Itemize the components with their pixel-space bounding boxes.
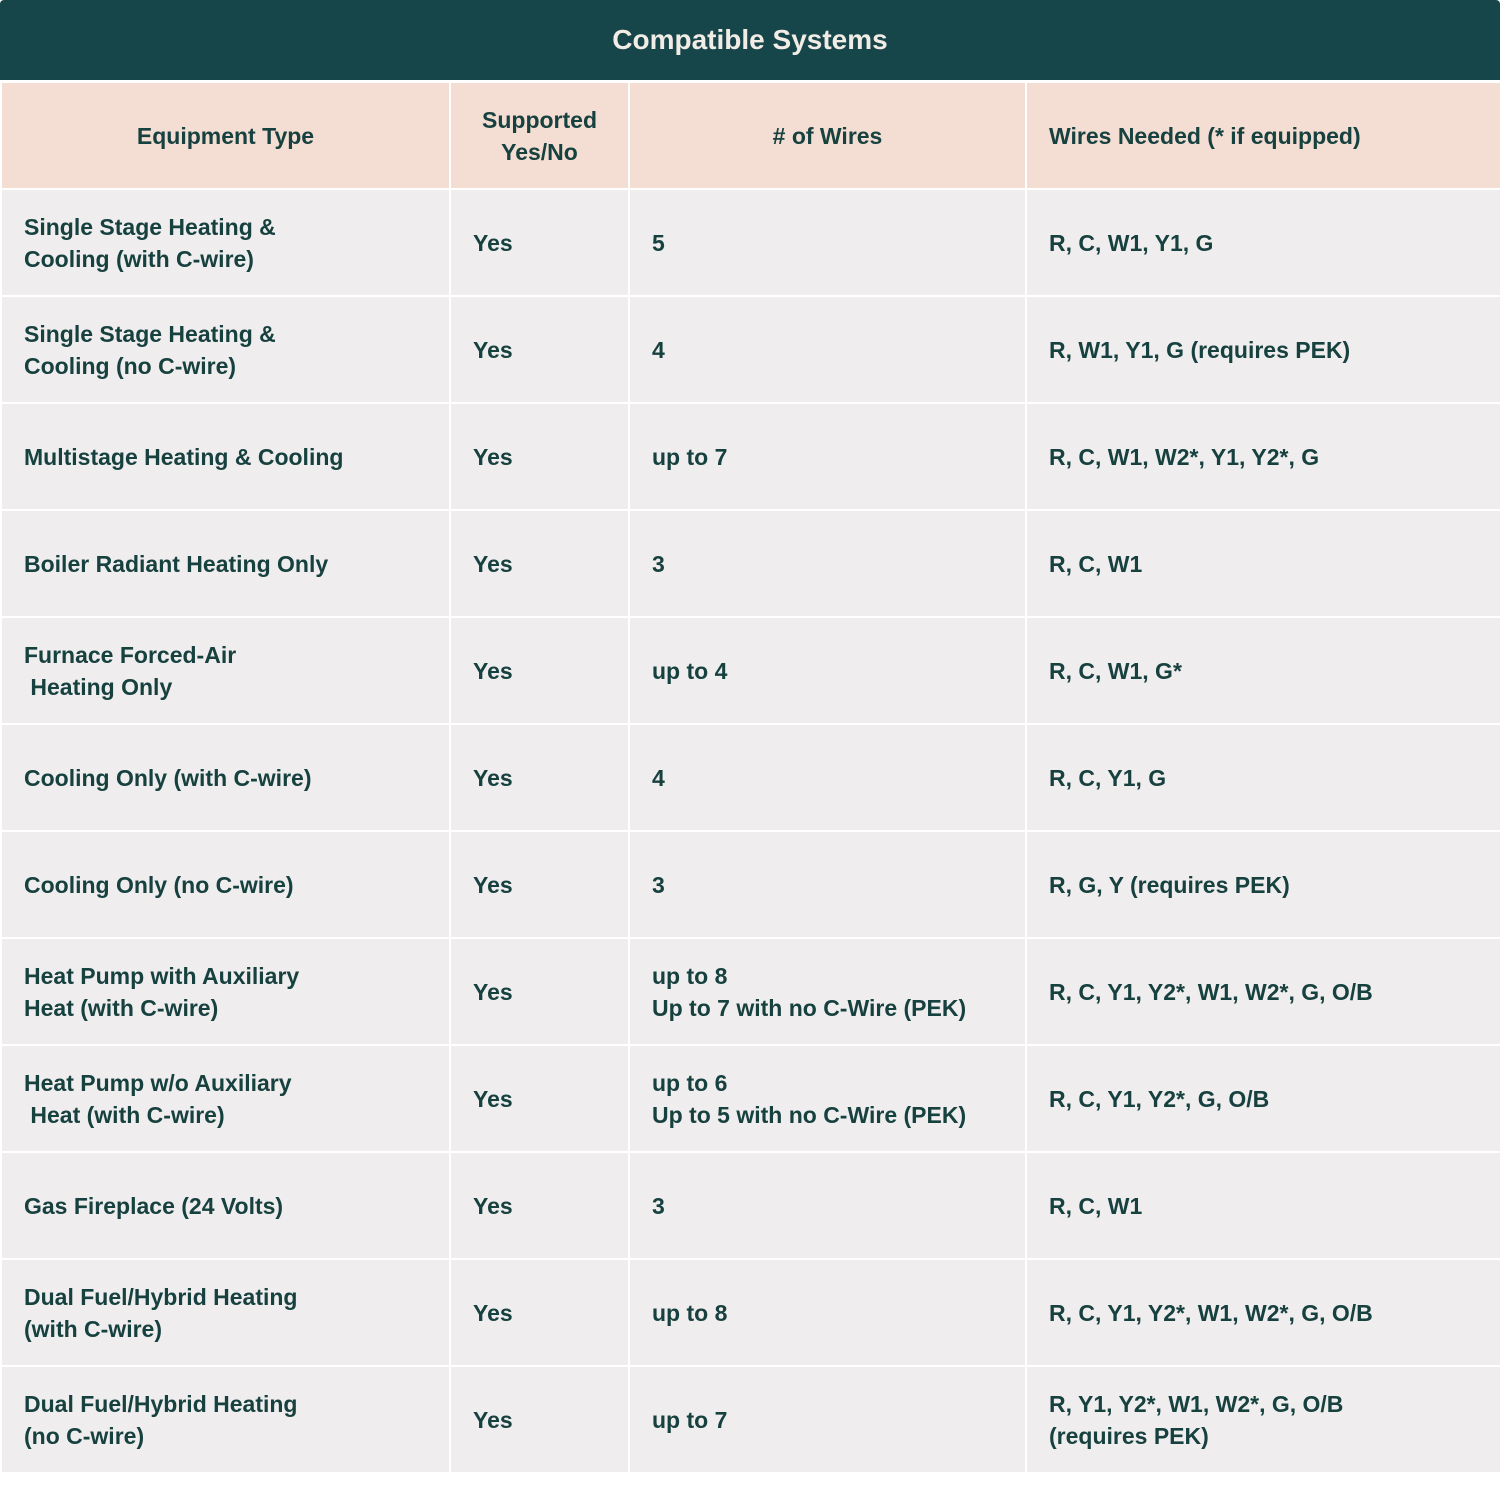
table-row: Boiler Radiant Heating Only Yes 3 R, C, W1 <box>0 509 1500 618</box>
wires-needed-cell: R, C, Y1, Y2*, W1, W2*, G, O/B <box>1025 1258 1500 1367</box>
header-supported: Supported Yes/No <box>449 81 630 190</box>
table-row: Gas Fireplace (24 Volts) Yes 3 R, C, W1 <box>0 1151 1500 1260</box>
supported-cell: Yes <box>449 295 630 404</box>
equipment-type-cell: Boiler Radiant Heating Only <box>0 509 451 618</box>
table-row: Heat Pump with Auxiliary Heat (with C-wi… <box>0 937 1500 1046</box>
table-row: Cooling Only (no C-wire) Yes 3 R, G, Y (req… <box>0 830 1500 939</box>
table-row: Heat Pump w/o Auxiliary Heat (with C-wir… <box>0 1044 1500 1153</box>
wires-needed-cell: R, Y1, Y2*, W1, W2*, G, O/B (requires PE… <box>1025 1365 1500 1474</box>
supported-cell: Yes <box>449 937 630 1046</box>
equipment-type-cell: Heat Pump w/o Auxiliary Heat (with C-wir… <box>0 1044 451 1153</box>
supported-cell: Yes <box>449 402 630 511</box>
num-wires-cell: up to 8 <box>628 1258 1027 1367</box>
num-wires-cell: 3 <box>628 1151 1027 1260</box>
compatible-systems-table: Equipment Type Supported Yes/No # of Wir… <box>0 81 1500 1474</box>
header-num-wires: # of Wires <box>628 81 1027 190</box>
num-wires-cell: up to 7 <box>628 1365 1027 1474</box>
equipment-type-cell: Dual Fuel/Hybrid Heating (with C-wire) <box>0 1258 451 1367</box>
table-title: Compatible Systems <box>0 0 1500 80</box>
equipment-type-cell: Gas Fireplace (24 Volts) <box>0 1151 451 1260</box>
supported-cell: Yes <box>449 1044 630 1153</box>
num-wires-cell: up to 7 <box>628 402 1027 511</box>
num-wires-cell: 3 <box>628 830 1027 939</box>
supported-cell: Yes <box>449 509 630 618</box>
num-wires-cell: up to 6 Up to 5 with no C-Wire (PEK) <box>628 1044 1027 1153</box>
supported-cell: Yes <box>449 830 630 939</box>
wires-needed-cell: R, G, Y (requires PEK) <box>1025 830 1500 939</box>
supported-cell: Yes <box>449 1258 630 1367</box>
equipment-type-cell: Single Stage Heating & Cooling (with C-w… <box>0 188 451 297</box>
equipment-type-cell: Multistage Heating & Cooling <box>0 402 451 511</box>
wires-needed-cell: R, C, Y1, Y2*, W1, W2*, G, O/B <box>1025 937 1500 1046</box>
wires-needed-cell: R, W1, Y1, G (requires PEK) <box>1025 295 1500 404</box>
table-row: Furnace Forced-Air Heating Only Yes up to … <box>0 616 1500 725</box>
equipment-type-cell: Single Stage Heating & Cooling (no C-wir… <box>0 295 451 404</box>
equipment-type-cell: Dual Fuel/Hybrid Heating (no C-wire) <box>0 1365 451 1474</box>
num-wires-cell: up to 8 Up to 7 with no C-Wire (PEK) <box>628 937 1027 1046</box>
wires-needed-cell: R, C, Y1, Y2*, G, O/B <box>1025 1044 1500 1153</box>
supported-cell: Yes <box>449 723 630 832</box>
supported-cell: Yes <box>449 1151 630 1260</box>
wires-needed-cell: R, C, W1 <box>1025 509 1500 618</box>
wires-needed-cell: R, C, W1, Y1, G <box>1025 188 1500 297</box>
wires-needed-cell: R, C, W1, G* <box>1025 616 1500 725</box>
num-wires-cell: 4 <box>628 723 1027 832</box>
equipment-type-cell: Heat Pump with Auxiliary Heat (with C-wi… <box>0 937 451 1046</box>
equipment-type-cell: Cooling Only (with C-wire) <box>0 723 451 832</box>
wires-needed-cell: R, C, W1, W2*, Y1, Y2*, G <box>1025 402 1500 511</box>
supported-cell: Yes <box>449 188 630 297</box>
wires-needed-cell: R, C, W1 <box>1025 1151 1500 1260</box>
num-wires-cell: up to 4 <box>628 616 1027 725</box>
table-row: Single Stage Heating & Cooling (with C-w… <box>0 188 1500 297</box>
supported-cell: Yes <box>449 1365 630 1474</box>
table-row: Multistage Heating & Cooling Yes up to 7 R,… <box>0 402 1500 511</box>
header-wires-needed: Wires Needed (* if equipped) <box>1025 81 1500 190</box>
equipment-type-cell: Furnace Forced-Air Heating Only <box>0 616 451 725</box>
equipment-type-cell: Cooling Only (no C-wire) <box>0 830 451 939</box>
header-equipment-type: Equipment Type <box>0 81 451 190</box>
wires-needed-cell: R, C, Y1, G <box>1025 723 1500 832</box>
table-row: Dual Fuel/Hybrid Heating (no C-wire) Yes u… <box>0 1365 1500 1474</box>
header-row: Equipment Type Supported Yes/No # of Wir… <box>0 81 1500 190</box>
table-row: Single Stage Heating & Cooling (no C-wir… <box>0 295 1500 404</box>
num-wires-cell: 5 <box>628 188 1027 297</box>
table-row: Cooling Only (with C-wire) Yes 4 R, C, Y1, … <box>0 723 1500 832</box>
num-wires-cell: 3 <box>628 509 1027 618</box>
table-row: Dual Fuel/Hybrid Heating (with C-wire) Ye… <box>0 1258 1500 1367</box>
num-wires-cell: 4 <box>628 295 1027 404</box>
supported-cell: Yes <box>449 616 630 725</box>
